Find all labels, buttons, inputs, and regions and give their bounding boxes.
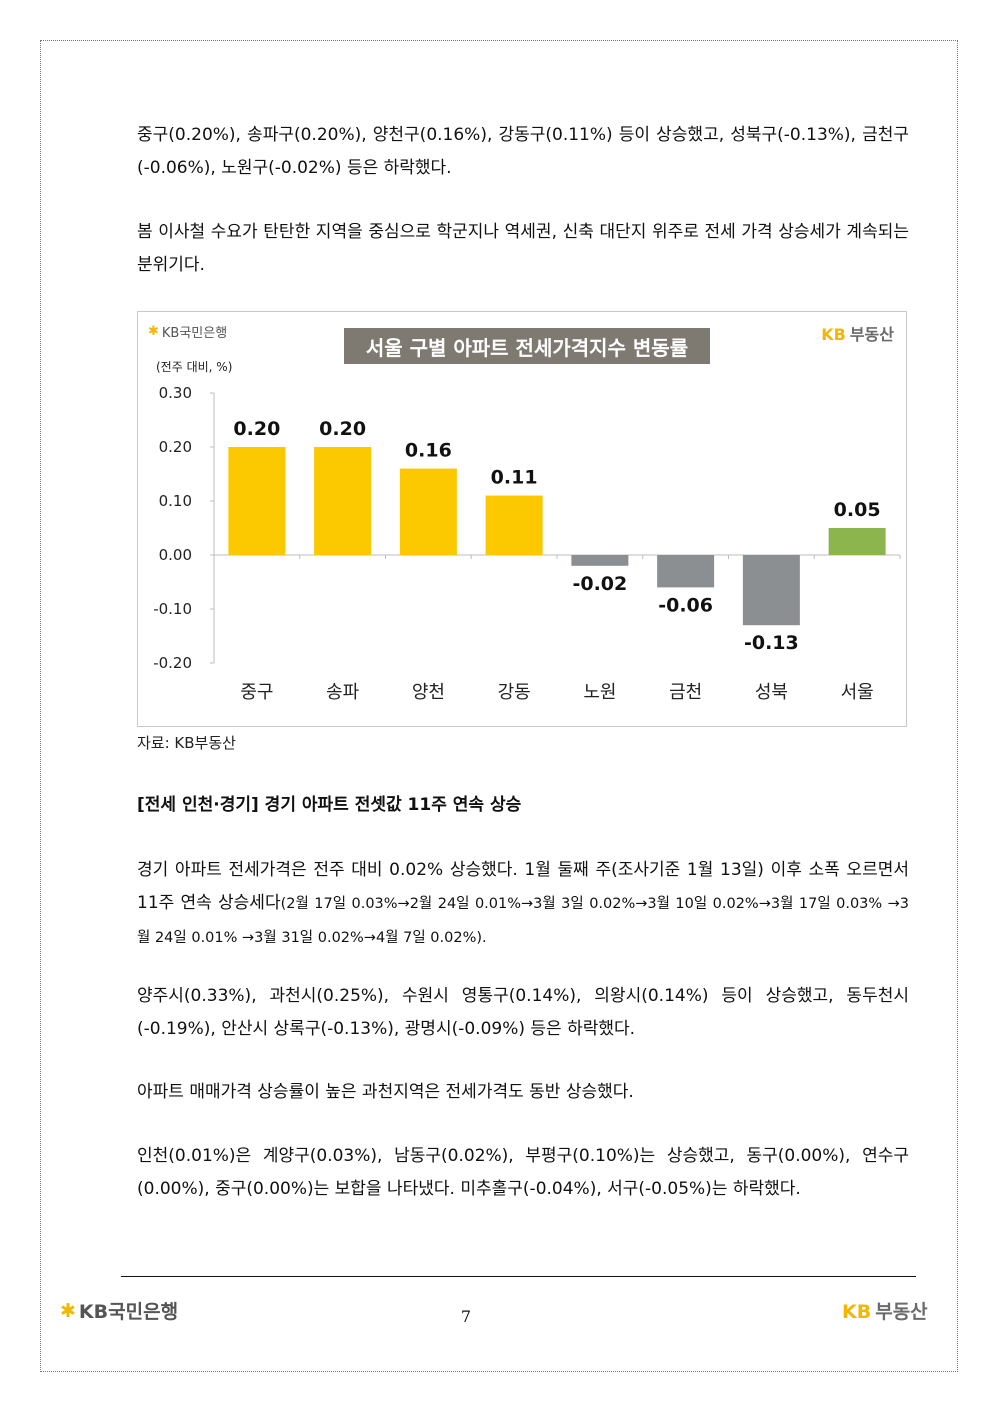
kb-bank-logo: ✱ KB국민은행 (148, 322, 227, 341)
bar-서울 (828, 528, 886, 555)
chart-panel: ✱ KB국민은행 KB 부동산 서울 구별 아파트 전세가격지수 변동률 (전주 … (137, 311, 907, 727)
data-label: 0.05 (834, 499, 881, 521)
source-note: 자료: KB부동산 (137, 734, 236, 752)
category-label: 성북 (755, 682, 788, 703)
footer-kb-bank-logo: ✱ KB국민은행 (60, 1297, 178, 1324)
category-label: 금천 (669, 682, 702, 703)
kb-realestate-logo: KB 부동산 (821, 321, 894, 345)
page-frame (40, 40, 958, 1372)
chart-title: 서울 구별 아파트 전세가격지수 변동률 (344, 328, 710, 364)
page-number: 7 (460, 1307, 472, 1326)
paragraph-gwacheon: 아파트 매매가격 상승률이 높은 과천지역은 전세가격도 동반 상승했다. (137, 1082, 634, 1102)
category-label: 송파 (326, 682, 360, 703)
bar-성북 (742, 555, 800, 626)
data-label: 0.20 (319, 418, 366, 440)
data-label: -0.02 (572, 573, 627, 595)
category-label: 서울 (841, 682, 874, 703)
data-label: -0.06 (658, 594, 713, 616)
bar-송파 (314, 447, 372, 555)
paragraph-spring-demand: 봄 이사철 수요가 탄탄한 지역을 중심으로 학군지나 역세권, 신축 대단지 … (137, 222, 909, 275)
kb-bank-name: KB국민은행 (161, 326, 228, 341)
footer-divider (121, 1276, 916, 1277)
bar-노원 (571, 555, 629, 566)
paragraph-gyeonggi-jeonse: 경기 아파트 전세가격은 전주 대비 0.02% 상승했다. 1월 둘째 주(조… (137, 854, 909, 955)
footer-kb-realestate-name: 부동산 (875, 1301, 928, 1323)
footer-kb-bank-name: KB국민은행 (78, 1301, 179, 1323)
bar-양천 (399, 468, 457, 555)
paragraph-seoul-districts: 중구(0.20%), 송파구(0.20%), 양천구(0.16%), 강동구(0… (137, 125, 909, 178)
paragraph-gyeonggi-main: 경기 아파트 전세가격은 전주 대비 0.02% 상승했다. 1월 둘째 주(조… (137, 860, 909, 913)
y-tick-label: 0.10 (159, 492, 192, 510)
bar-chart: 0.30 0.20 0.10 0.00 -0.10 -0.20 0.20 중구 0.20 송파 0.… (153, 384, 901, 703)
y-tick-label: -0.20 (153, 654, 192, 672)
y-tick-label: 0.00 (159, 546, 192, 564)
data-label: -0.13 (744, 632, 799, 654)
data-label: 0.20 (233, 418, 280, 440)
footer-kb-realestate-logo: KB 부동산 (842, 1297, 928, 1324)
section-heading: [전세 인천·경기] 경기 아파트 전셋값 11주 연속 상승 (137, 795, 522, 815)
data-label: 0.16 (405, 440, 452, 462)
bar-강동 (485, 495, 543, 555)
footer-kb-realestate-kb: KB (842, 1301, 872, 1323)
footer-kb-star-icon: ✱ (60, 1299, 76, 1322)
paragraph-incheon: 인천(0.01%)은 계양구(0.03%), 남동구(0.02%), 부평구(0… (137, 1146, 909, 1199)
paragraph-gyeonggi-cities: 양주시(0.33%), 과천시(0.25%), 수원시 영통구(0.14%), … (137, 986, 909, 1039)
kb-star-icon: ✱ (148, 324, 159, 339)
category-label: 강동 (498, 682, 531, 703)
bar-중구 (228, 447, 286, 555)
category-label: 중구 (240, 682, 273, 703)
y-tick-label: 0.30 (159, 384, 192, 402)
category-label: 양천 (412, 682, 445, 703)
category-label: 노원 (583, 682, 616, 703)
kb-realestate-name: 부동산 (849, 325, 894, 344)
y-tick-label: -0.10 (153, 600, 192, 618)
y-tick-label: 0.20 (159, 438, 192, 456)
paragraph-gyeonggi-weekly-trend: (2월 17일 0.03%→2월 24일 0.01%→3월 3일 0.02%→3… (137, 896, 909, 946)
chart-unit-label: (전주 대비, %) (156, 360, 233, 374)
bar-금천 (657, 555, 715, 588)
data-label: 0.11 (491, 467, 538, 489)
kb-realestate-kb: KB (821, 325, 846, 344)
